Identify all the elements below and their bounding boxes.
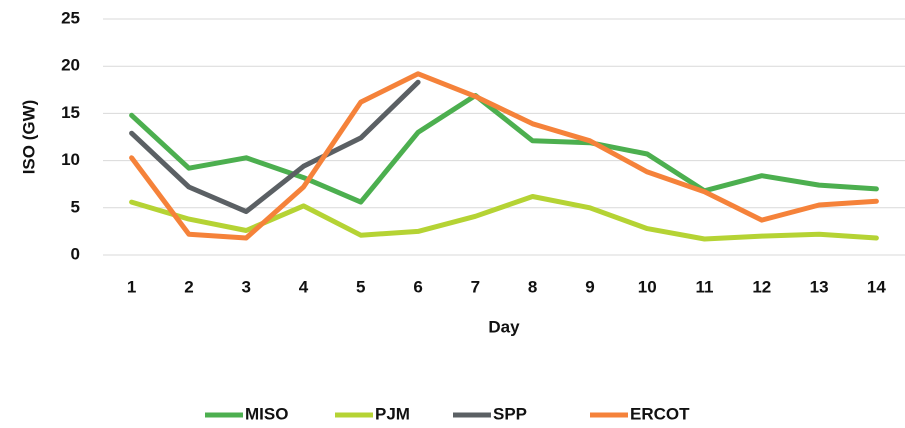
series-line [129,79,421,215]
x-tick-label: 11 [696,277,714,296]
y-tick-label: 15 [61,103,80,122]
x-tick-label: 8 [528,277,537,296]
x-tick-label: 12 [752,277,771,296]
x-tick-label: 5 [356,277,365,296]
x-tick-label: 9 [585,277,594,296]
x-tick-label: 7 [471,277,480,296]
x-tick-label: 6 [413,277,422,296]
x-tick-label: 3 [241,277,250,296]
legend-label: MISO [245,404,288,423]
legend-label: ERCOT [630,404,690,423]
x-axis-label: Day [488,317,520,336]
series-line [129,71,879,241]
x-tick-label: 2 [184,277,193,296]
series-line [129,93,879,205]
legend-label: SPP [493,404,527,423]
y-tick-label: 20 [61,56,80,75]
y-tick-label: 5 [71,197,80,216]
legend-label: PJM [375,404,410,423]
x-tick-label: 14 [867,277,886,296]
x-tick-label: 4 [299,277,309,296]
y-tick-label: 10 [61,150,80,169]
x-tick-label: 10 [638,277,657,296]
y-tick-label: 0 [71,244,80,263]
x-tick-label: 13 [810,277,829,296]
y-tick-label: 25 [61,8,80,27]
y-axis-label: ISO (GW) [19,100,38,175]
x-tick-label: 1 [127,277,136,296]
